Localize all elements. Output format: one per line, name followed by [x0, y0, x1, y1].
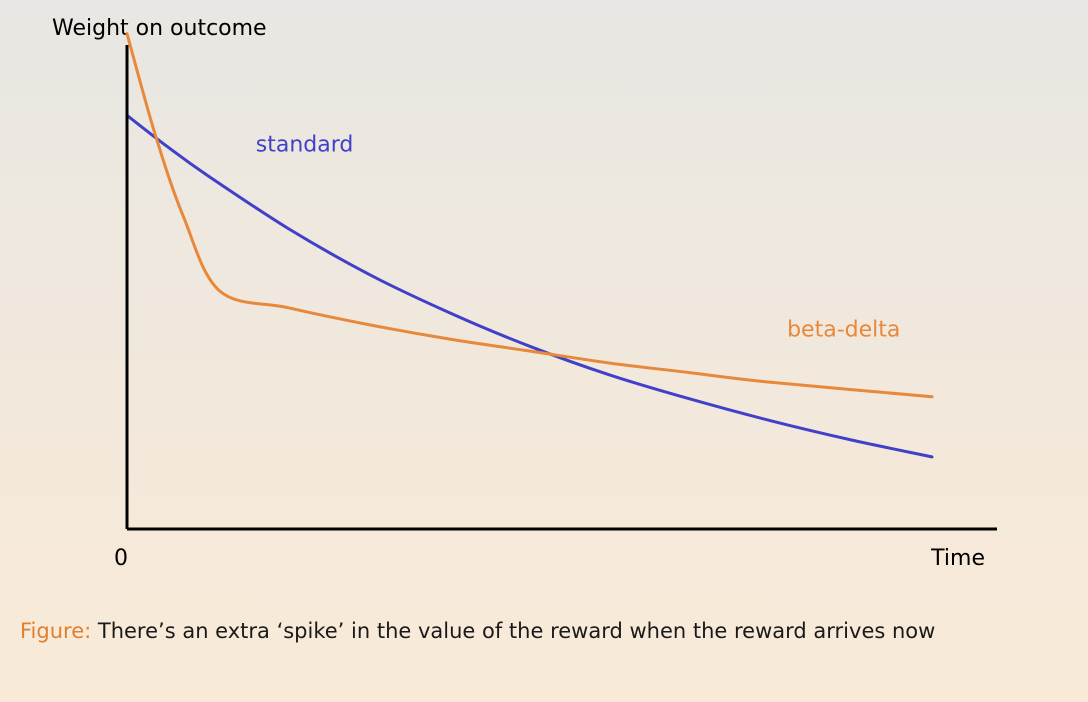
- caption-text: There’s an extra ‘spike’ in the value of…: [91, 619, 936, 643]
- x-axis-label: Time: [930, 546, 985, 571]
- series-line-standard: [125, 113, 934, 459]
- y-axis-label: Weight on outcome: [52, 16, 267, 41]
- series-label-standard: standard: [256, 132, 354, 157]
- figure-caption: Figure: There’s an extra ‘spike’ in the …: [20, 614, 1080, 648]
- series-line-beta-delta: [125, 32, 934, 399]
- labels-layer: standard beta-delta: [256, 132, 901, 342]
- series-layer: [125, 32, 934, 459]
- x-tick-label-0: 0: [114, 546, 128, 571]
- discounting-chart: Weight on outcome standard beta-delta 0 T…: [52, 16, 997, 571]
- caption-prefix: Figure:: [20, 619, 92, 643]
- series-label-beta-delta: beta-delta: [787, 318, 900, 343]
